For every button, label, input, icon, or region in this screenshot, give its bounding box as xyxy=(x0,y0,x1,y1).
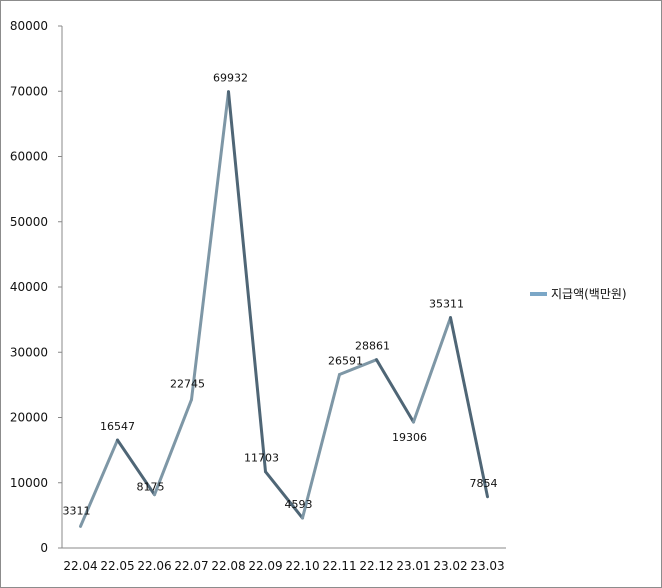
y-tick-label: 10000 xyxy=(10,476,48,490)
data-label: 19306 xyxy=(392,431,427,444)
series-line-segment xyxy=(116,438,156,497)
x-tick-label: 22.07 xyxy=(174,559,208,573)
legend-label: 지급액(백만원) xyxy=(551,287,627,301)
series-line-segment xyxy=(449,316,489,499)
series-line-segment xyxy=(153,398,193,497)
x-tick-label: 22.11 xyxy=(322,559,356,573)
y-axis: 0 10000 20000 30000 40000 50000 60000 70000 8000… xyxy=(10,19,63,555)
y-tick-label: 40000 xyxy=(10,280,48,294)
y-tick-label: 60000 xyxy=(10,150,48,164)
y-tick-label: 50000 xyxy=(10,215,48,229)
series-line-segment xyxy=(375,358,415,424)
data-label-group: 3311 16547 8175 22745 69932 11703 4593 26591288… xyxy=(63,72,498,518)
y-tick-label: 30000 xyxy=(10,345,48,359)
series-line-segment xyxy=(301,372,341,520)
data-label: 4593 xyxy=(285,498,313,511)
data-label: 8175 xyxy=(137,481,165,494)
series-line-segment xyxy=(264,470,304,520)
x-tick-label: 22.06 xyxy=(137,559,171,573)
x-tick-label: 22.08 xyxy=(211,559,245,573)
x-tick-label: 22.05 xyxy=(100,559,134,573)
legend: 지급액(백만원) xyxy=(530,287,627,301)
y-tick-label: 70000 xyxy=(10,84,48,98)
x-tick-label: 22.10 xyxy=(285,559,319,573)
x-tick-label: 22.12 xyxy=(359,559,393,573)
series-line-segment xyxy=(338,358,378,376)
x-tick-label: 23.02 xyxy=(433,559,467,573)
data-label: 16547 xyxy=(100,420,135,433)
data-label: 35311 xyxy=(429,298,464,311)
series-line-segment xyxy=(412,316,452,424)
series-line-group xyxy=(79,90,489,528)
y-tick-label: 0 xyxy=(40,541,48,555)
data-label: 28861 xyxy=(355,340,390,353)
series-line-segment xyxy=(79,438,119,528)
series-line-segment xyxy=(227,90,267,474)
x-axis: 22.04 22.05 22.06 22.07 22.08 22.09 22.10 22.11… xyxy=(62,547,506,573)
data-label: 3311 xyxy=(63,504,91,517)
data-label: 26591 xyxy=(328,354,363,367)
x-tick-label: 22.09 xyxy=(248,559,282,573)
y-tick-label: 20000 xyxy=(10,411,48,425)
x-tick-label: 23.01 xyxy=(396,559,430,573)
series-line-segment xyxy=(190,90,230,402)
y-tick-label: 80000 xyxy=(10,19,48,33)
x-tick-label: 23.03 xyxy=(470,559,504,573)
x-tick-label: 22.04 xyxy=(63,559,97,573)
data-label: 11703 xyxy=(244,452,279,465)
data-label: 69932 xyxy=(213,72,248,85)
data-label: 7854 xyxy=(470,477,498,490)
data-label: 22745 xyxy=(170,378,205,391)
